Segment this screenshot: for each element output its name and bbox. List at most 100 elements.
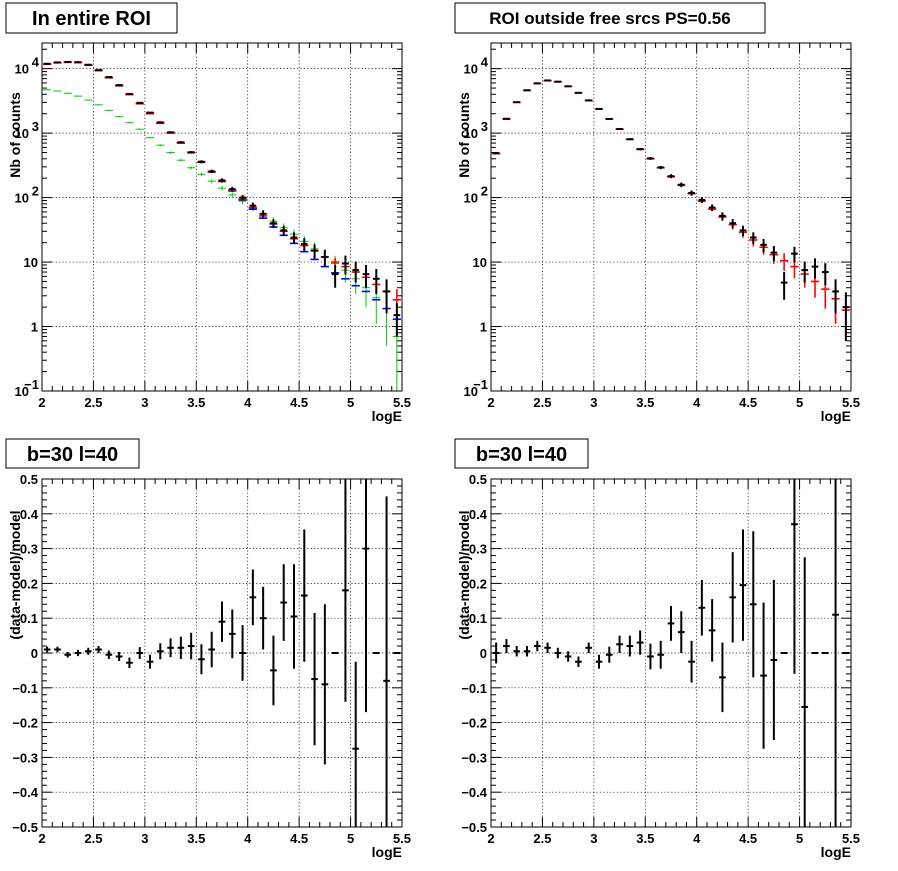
data-point bbox=[125, 121, 134, 124]
x-tick-label: 3 bbox=[141, 395, 148, 410]
data-point bbox=[259, 210, 267, 218]
data-point bbox=[105, 650, 113, 659]
data-point bbox=[166, 151, 175, 154]
y-tick-label: −0.2 bbox=[461, 716, 487, 731]
x-tick-label: 2 bbox=[487, 831, 494, 846]
data-point bbox=[94, 104, 103, 106]
grid-lines bbox=[491, 479, 851, 827]
y-axis-label: (data-model)/model bbox=[7, 510, 23, 639]
y-tick-label: 0.2 bbox=[20, 576, 38, 591]
data-point bbox=[544, 642, 551, 653]
panel-residuals-left: b=30 l=40 logE (data-model)/model 2 2.5 3 3… bbox=[5, 438, 411, 860]
data-point bbox=[533, 640, 541, 652]
data-point bbox=[228, 186, 236, 192]
y-tick-label: 0.4 bbox=[469, 507, 488, 522]
y-tick-label: 10 bbox=[464, 62, 478, 77]
y-tick-label: 10 bbox=[15, 62, 29, 77]
x-tick-label: 4 bbox=[693, 831, 701, 846]
data-point bbox=[300, 238, 308, 252]
data-point bbox=[208, 169, 216, 174]
data-point bbox=[145, 136, 155, 139]
data-point bbox=[533, 82, 541, 85]
data-point bbox=[595, 654, 603, 669]
data-point bbox=[791, 479, 798, 674]
data-point bbox=[104, 109, 113, 112]
data-series bbox=[492, 79, 850, 341]
data-point bbox=[207, 179, 216, 184]
chart-title: b=30 l=40 bbox=[27, 444, 118, 466]
y-tick-label: 0.1 bbox=[20, 611, 38, 626]
data-point bbox=[513, 646, 521, 657]
data-point bbox=[677, 611, 685, 653]
data-point bbox=[43, 646, 51, 653]
y-tick-label: 1 bbox=[480, 320, 487, 335]
plot-area: 2 2.5 3 3.5 4 4.5 5 5.5 −0.5 −0.4 −0.3 −0.2 −0.1 0 0.1… bbox=[12, 472, 411, 846]
y-tick-label: 0 bbox=[31, 646, 38, 661]
data-point bbox=[321, 249, 329, 267]
data-point bbox=[595, 107, 603, 110]
data-point bbox=[729, 552, 737, 643]
data-point bbox=[780, 253, 789, 271]
y-tick-label: 0.5 bbox=[469, 472, 487, 487]
data-point bbox=[73, 95, 83, 97]
y-tick-label: 10 bbox=[473, 255, 487, 270]
data-point bbox=[270, 219, 277, 229]
data-point bbox=[657, 165, 665, 170]
y-tick-exponent: −1 bbox=[24, 377, 39, 392]
y-axis-label: Nb of counts bbox=[7, 92, 23, 178]
data-point bbox=[523, 89, 531, 92]
x-tick-label: 3 bbox=[590, 831, 597, 846]
data-point bbox=[311, 612, 318, 746]
x-tick-label: 4.5 bbox=[739, 395, 757, 410]
plot-frame bbox=[490, 478, 852, 828]
data-series bbox=[492, 479, 850, 827]
x-axis-label: logE bbox=[372, 408, 402, 424]
data-point bbox=[352, 661, 360, 827]
x-tick-label: 5.5 bbox=[393, 395, 411, 410]
y-tick-label: 1 bbox=[31, 320, 38, 335]
data-point bbox=[362, 265, 370, 288]
data-point bbox=[760, 238, 767, 253]
data-point bbox=[342, 479, 349, 702]
grid-lines bbox=[42, 479, 402, 827]
data-point bbox=[554, 647, 562, 659]
data-point bbox=[626, 635, 634, 657]
tick-labels: 2 2.5 3 3.5 4 4.5 5 5.5 −0.5 −0.4 −0.3 −0.2 −0.1 0 0.1… bbox=[461, 472, 860, 846]
y-tick-label: 10 bbox=[464, 384, 478, 399]
plot-area: 2 2.5 3 3.5 4 4.5 5 5.5 −0.5 −0.4 −0.3 −0.2 −0.1 0 0.1… bbox=[461, 472, 860, 846]
data-point bbox=[657, 640, 665, 669]
x-tick-label: 2 bbox=[38, 831, 45, 846]
data-point bbox=[616, 635, 623, 653]
data-point bbox=[564, 85, 572, 88]
x-tick-label: 4.5 bbox=[739, 831, 757, 846]
y-tick-label: 10 bbox=[15, 191, 29, 206]
data-point bbox=[729, 219, 737, 229]
data-point bbox=[208, 631, 216, 668]
y-tick-label: 0.2 bbox=[469, 576, 487, 591]
data-point bbox=[64, 651, 72, 658]
y-tick-label: 10 bbox=[15, 384, 29, 399]
data-point bbox=[95, 646, 102, 653]
data-point bbox=[187, 166, 196, 170]
grid-lines bbox=[42, 43, 402, 391]
y-tick-label: 0 bbox=[480, 646, 487, 661]
data-point bbox=[280, 564, 288, 641]
y-tick-label: 0.1 bbox=[469, 611, 487, 626]
data-point bbox=[228, 609, 236, 659]
data-point bbox=[84, 99, 93, 101]
data-point bbox=[492, 642, 500, 664]
y-tick-label: 0.5 bbox=[20, 472, 38, 487]
y-tick-label: −0.5 bbox=[12, 820, 38, 835]
data-point bbox=[719, 642, 726, 713]
data-point bbox=[605, 646, 613, 663]
data-point bbox=[564, 651, 572, 662]
data-point bbox=[126, 657, 133, 668]
data-point bbox=[575, 91, 582, 94]
data-point bbox=[842, 292, 850, 341]
data-point bbox=[290, 564, 298, 669]
chart-title: b=30 l=40 bbox=[476, 444, 567, 466]
y-tick-exponent: 2 bbox=[481, 184, 488, 199]
x-tick-label: 4.5 bbox=[290, 831, 308, 846]
